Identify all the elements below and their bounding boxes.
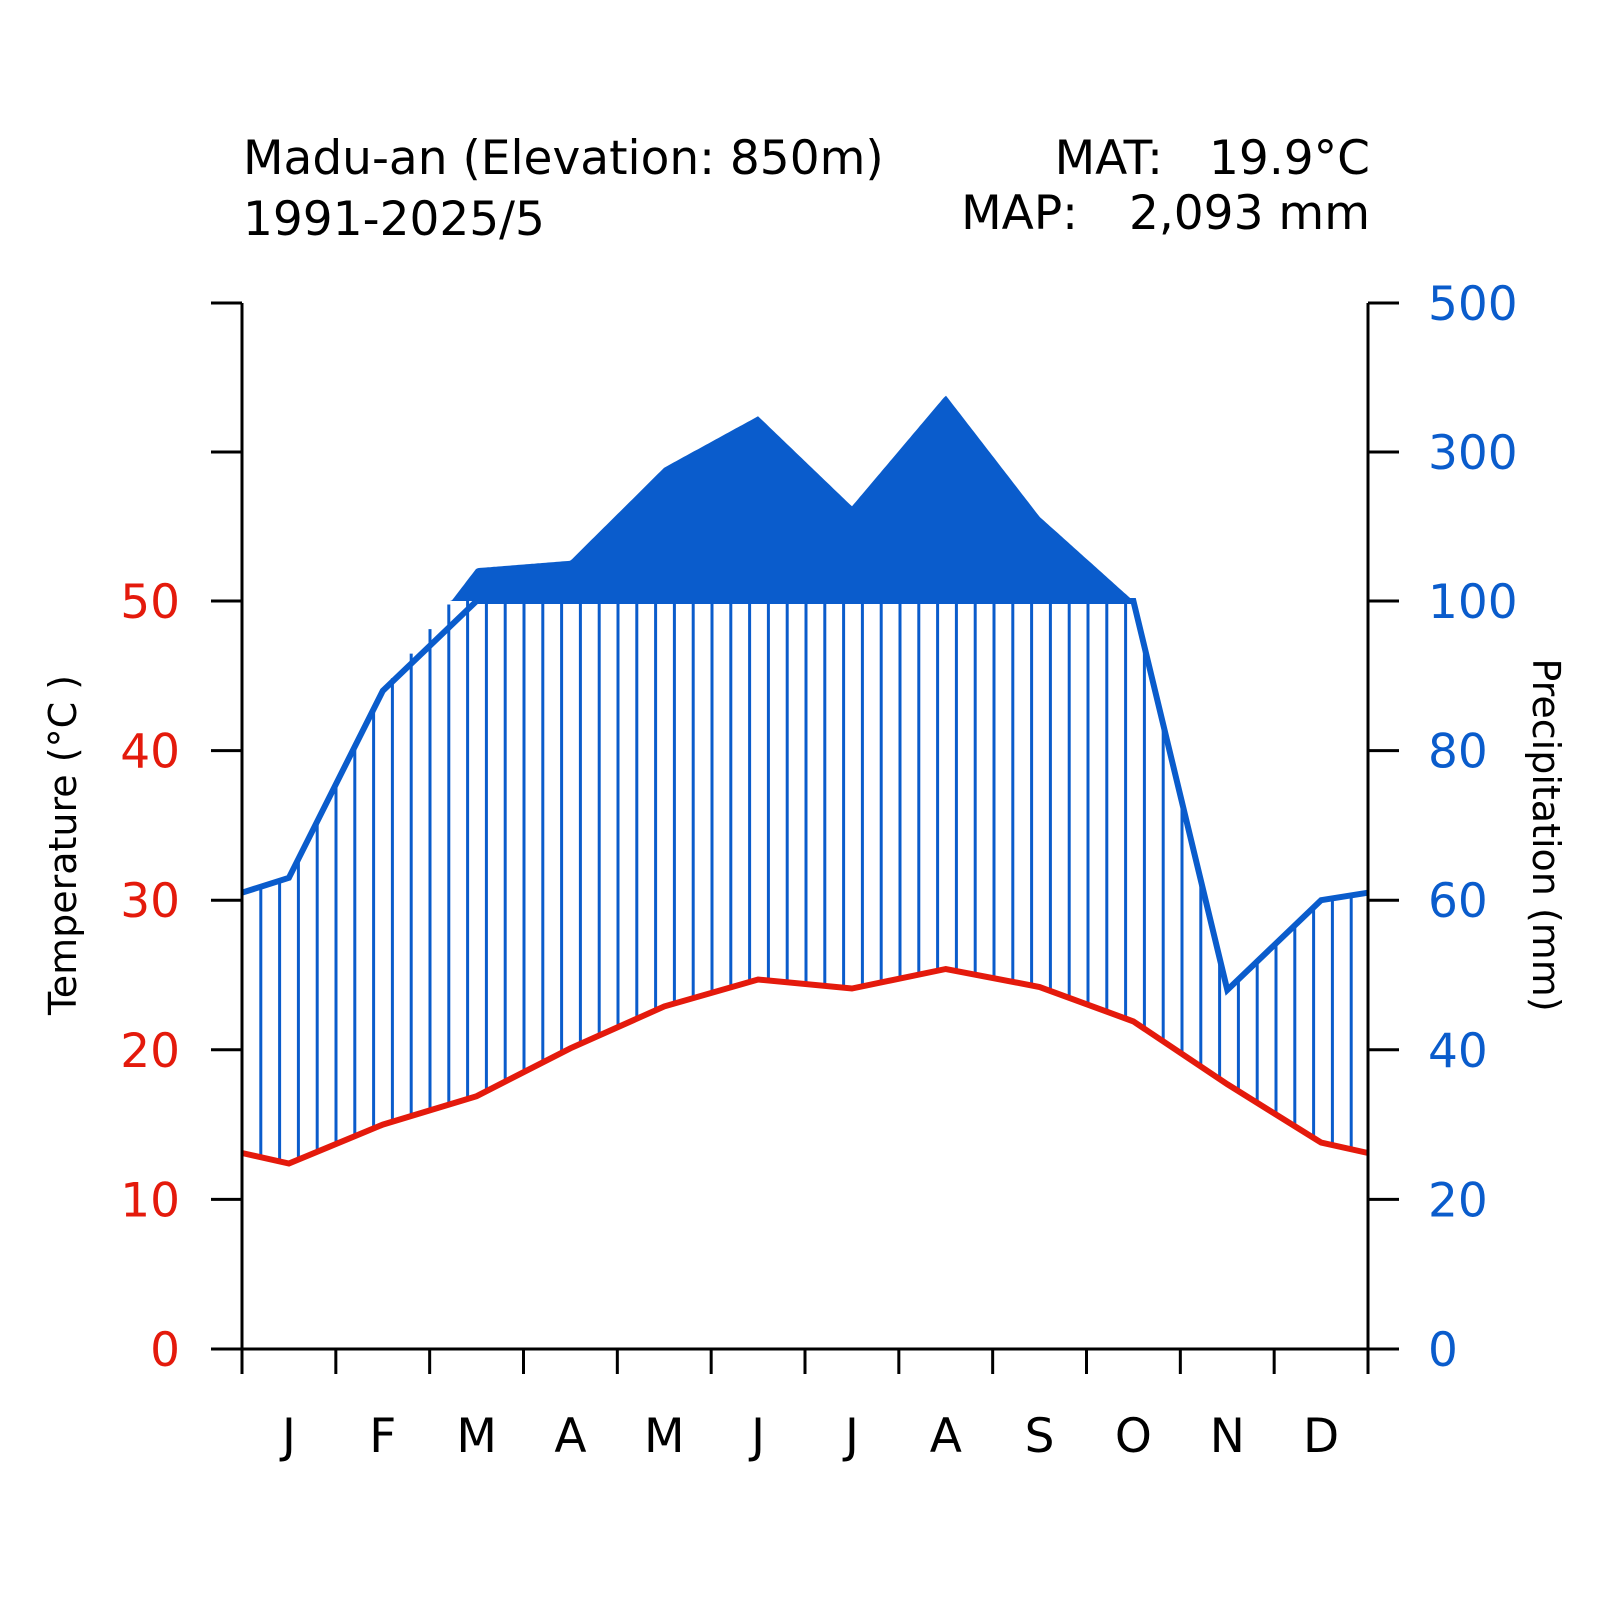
precipitation-tick-label: 60 [1428, 874, 1488, 929]
mat-label: MAT: [1055, 131, 1163, 186]
precipitation-tick-label: 500 [1428, 277, 1518, 332]
month-label: A [930, 1409, 962, 1464]
temperature-tick-label: 40 [120, 725, 180, 780]
month-label: J [842, 1409, 859, 1464]
month-label: J [279, 1409, 296, 1464]
precipitation-tick-label: 20 [1428, 1173, 1488, 1228]
temperature-tick-label: 30 [120, 874, 180, 929]
month-label: N [1210, 1409, 1245, 1464]
precipitation-tick-label: 0 [1428, 1323, 1458, 1378]
precipitation-tick-label: 100 [1428, 575, 1518, 630]
humid-period-hatching [240, 601, 1353, 1162]
precipitation-tick-label: 80 [1428, 725, 1488, 780]
temperature-line [241, 965, 1369, 1167]
axes [211, 301, 1399, 1374]
month-label: M [456, 1409, 497, 1464]
mat-value: 19.9°C [1209, 131, 1370, 186]
temperature-tick-label: 20 [120, 1024, 180, 1079]
chart-title: Madu-an (Elevation: 850m) [243, 131, 884, 186]
month-label: J [748, 1409, 765, 1464]
precipitation-tick-label: 300 [1428, 426, 1518, 481]
temperature-tick-label: 0 [150, 1323, 180, 1378]
precipitation-tick-label: 40 [1428, 1024, 1488, 1079]
month-label: D [1303, 1409, 1339, 1464]
y-axis-label-precipitation: Precipitation (mm) [1524, 658, 1568, 1011]
series-lines [241, 598, 1369, 1167]
excess-precipitation-area [242, 395, 1368, 601]
month-label: M [644, 1409, 685, 1464]
map-label: MAP: [961, 186, 1078, 241]
temperature-tick-label: 10 [120, 1173, 180, 1228]
y-axis-label-temperature: Temperature (°C ) [41, 675, 85, 1016]
month-label: F [369, 1409, 396, 1464]
map-value: 2,093 mm [1129, 186, 1370, 241]
precipitation-line [241, 598, 1369, 996]
precipitation-excess-fill [242, 395, 1368, 601]
chart-subtitle: 1991-2025/5 [243, 192, 545, 247]
month-label: A [554, 1409, 586, 1464]
temperature-tick-label: 50 [120, 575, 180, 630]
month-label: S [1025, 1409, 1055, 1464]
month-label: O [1115, 1409, 1152, 1464]
